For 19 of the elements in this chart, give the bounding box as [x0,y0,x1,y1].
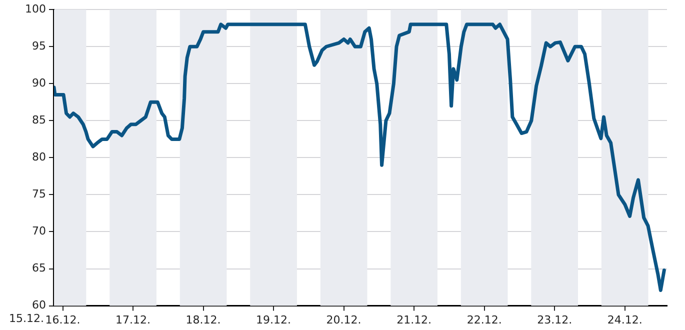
y-tick-label: 90 [32,76,46,90]
x-tick-label: 23.12. [537,313,572,326]
x-tick-label: 18.12. [186,313,221,326]
x-tick-label: 22.12. [466,313,502,326]
y-tick-label: 65 [32,262,46,275]
x-tick-label: 17.12. [116,313,151,326]
x-tick-label: 24.12. [607,313,642,326]
x-tick-label: 19.12. [256,313,292,326]
y-tick-label: 70 [32,224,46,238]
y-tick-label: 95 [32,39,46,52]
y-tick-label: 60 [32,298,46,312]
y-tick-label: 80 [32,150,46,164]
y-tick-label: 100 [24,2,46,16]
text: 15.12. [8,312,44,326]
x-tick-label: 21.12. [396,313,432,326]
y-tick-label: 85 [32,114,46,127]
x-tick-label: 20.12. [326,313,362,326]
x-tick-label: 16.12. [45,313,80,326]
y-tick-label: 75 [32,188,46,201]
